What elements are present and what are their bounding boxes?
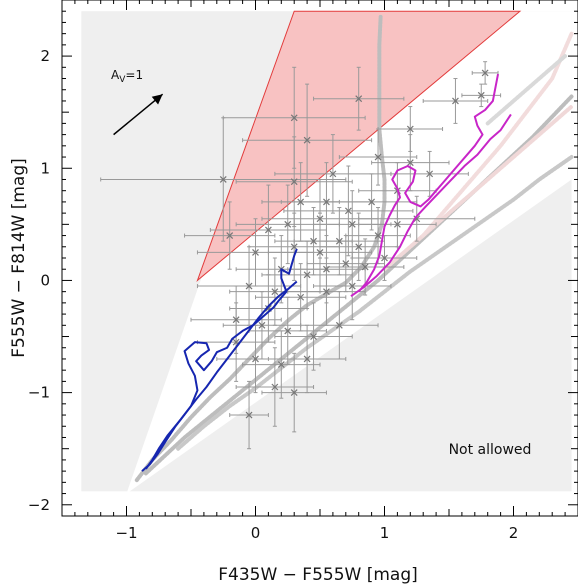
data-point-34	[297, 293, 305, 301]
data-point-54	[297, 198, 305, 206]
data-point-10	[219, 176, 227, 183]
data-point-47	[290, 389, 298, 397]
model-tracks	[141, 73, 512, 472]
colored-track-3	[350, 113, 512, 297]
data-point-18	[252, 248, 259, 256]
data-point-12	[329, 170, 337, 178]
data-point-13	[344, 207, 352, 215]
data-point-16	[264, 226, 272, 234]
data-point-0	[290, 114, 298, 122]
y-tick-label: −1	[28, 384, 50, 402]
data-point-42	[252, 355, 259, 363]
data-point-20	[316, 248, 324, 256]
data-point-50	[310, 237, 317, 245]
data-point-36	[348, 282, 356, 290]
data-point-19	[290, 243, 298, 251]
y-tick-label: 1	[40, 159, 50, 177]
annotations: AV=1 Not allowed	[111, 68, 531, 458]
data-point-3	[452, 97, 459, 105]
red-forbidden-triangle	[196, 10, 522, 282]
data-point-40	[310, 333, 317, 340]
data-point-35	[323, 288, 330, 296]
data-point-46	[271, 383, 279, 391]
data-point-37	[232, 316, 240, 324]
x-tick-label: 1	[380, 524, 390, 542]
data-point-14	[316, 215, 324, 223]
colored-track-2	[357, 73, 500, 293]
data-point-53	[323, 198, 330, 206]
data-point-5	[481, 69, 489, 77]
x-tick-label: 0	[251, 524, 261, 542]
data-point-29	[342, 260, 350, 268]
x-tick-label: −1	[115, 524, 137, 542]
data-point-4	[477, 91, 485, 99]
data-point-17	[226, 232, 234, 239]
not-allowed-label: Not allowed	[449, 442, 532, 458]
grey-curve-4	[421, 31, 574, 238]
grey-curve-5	[485, 54, 568, 126]
data-point-45	[245, 411, 253, 419]
data-point-8	[426, 170, 434, 178]
data-point-21	[335, 237, 343, 245]
data-point-44	[303, 355, 311, 363]
y-tick-label: 0	[40, 271, 50, 289]
data-point-38	[258, 321, 266, 329]
y-tick-label: 2	[40, 47, 50, 65]
colored-track-1	[141, 280, 298, 472]
data-point-30	[361, 263, 369, 271]
extinction-arrow-head	[151, 94, 163, 105]
y-axis-label: F555W − F814W [mag]	[9, 158, 29, 358]
data-point-7	[406, 159, 414, 167]
grey-curve-3	[382, 104, 574, 272]
data-point-33	[271, 288, 279, 296]
x-axis-label: F435W − F555W [mag]	[218, 565, 418, 585]
data-point-32	[245, 282, 253, 290]
data-point-9	[374, 153, 382, 161]
x-tick-label: 2	[509, 524, 519, 542]
data-point-39	[284, 327, 292, 335]
extinction-arrow	[113, 93, 164, 136]
data-point-41	[335, 321, 343, 329]
data-point-6	[406, 125, 414, 133]
data-point-24	[393, 220, 401, 228]
data-point-2	[355, 95, 363, 103]
data-point-28	[323, 265, 330, 273]
data-point-11	[290, 178, 298, 186]
data-point-51	[368, 198, 376, 206]
axes: −1 0 1 2 −2 −1 0 1 2	[28, 0, 578, 542]
data-point-23	[374, 232, 382, 239]
data-point-15	[284, 220, 292, 228]
y-tick-label: −2	[28, 496, 50, 514]
data-point-55	[348, 220, 356, 228]
extinction-label: AV=1	[111, 68, 143, 85]
data-point-1	[303, 136, 311, 144]
data-point-27	[303, 271, 311, 279]
data-point-43	[277, 361, 285, 368]
data-point-31	[381, 254, 388, 262]
grey-curve-2	[176, 155, 574, 451]
data-point-22	[355, 243, 363, 251]
